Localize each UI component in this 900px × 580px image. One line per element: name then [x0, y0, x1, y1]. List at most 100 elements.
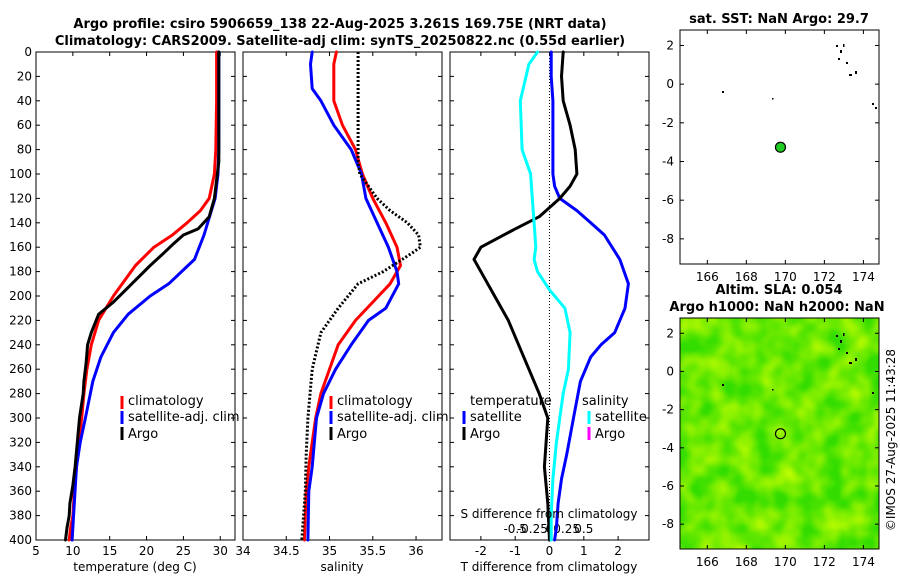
legend-label-argo: Argo [128, 427, 158, 442]
xtick-label: 0 [546, 544, 554, 558]
legend-label-s-satellite: satellite [595, 410, 647, 425]
title-line-1: Argo profile: csiro 5906659_138 22-Aug-2… [73, 17, 606, 32]
s-tick-label: -0.5 [503, 522, 526, 536]
sst-map-plot: 166 168 170 172 174 -8 -6 -4 -2 0 2 [662, 30, 879, 284]
series-satellite-adj-clim [306, 50, 401, 542]
xtick-label: 172 [813, 270, 836, 284]
s-difference-label: S difference from climatology [461, 507, 638, 521]
ytick-label: 260 [9, 362, 32, 376]
ytick-label: 180 [9, 265, 32, 279]
xtick-label: 166 [696, 555, 719, 569]
xtick-label: 35.5 [359, 544, 386, 558]
sla-map-title-2: Argo h1000: NaN h2000: NaN [669, 300, 884, 315]
series-s-satellite [518, 50, 572, 542]
ytick-label: 100 [9, 167, 32, 181]
legend-label-t-argo: Argo [470, 427, 500, 442]
xtick-label: 170 [774, 270, 797, 284]
ytick-label: 0 [24, 45, 32, 59]
difference-plot: -2 -1 0 1 2-0.5-0.250 0.250.5 [450, 50, 649, 558]
ytick-label: 320 [9, 435, 32, 449]
ytick-label: -4 [662, 155, 674, 169]
difference-xlabel: T difference from climatology [460, 560, 638, 574]
xtick-label: 168 [735, 555, 758, 569]
ytick-label: 240 [9, 338, 32, 352]
ytick-label: -2 [662, 116, 674, 130]
ytick-label: 0 [666, 77, 674, 91]
ytick-label: 300 [9, 411, 32, 425]
legend-label-climatology: climatology [128, 394, 204, 409]
ytick-label: 380 [9, 509, 32, 523]
coastline-dots [722, 44, 877, 109]
credit-text: ©IMOS 27-Aug-2025 11:43:28 [884, 349, 898, 531]
xtick-label: 170 [774, 555, 797, 569]
sla-map-plot: 166 168 170 172 174 -8 -6 -4 -2 0 2 [662, 318, 879, 569]
ytick-label: -6 [662, 193, 674, 207]
ytick-label: 220 [9, 313, 32, 327]
sst-map-title: sat. SST: NaN Argo: 29.7 [689, 12, 869, 27]
series-climatology [67, 50, 219, 542]
ytick-label: -2 [662, 403, 674, 417]
ytick-label: 20 [17, 69, 32, 83]
sla-map-axes [679, 317, 880, 550]
ytick-label: 200 [9, 289, 32, 303]
xtick-label: 30 [213, 544, 228, 558]
ytick-label: 280 [9, 387, 32, 401]
legend-title-salinity: salinity [582, 394, 629, 409]
ytick-label: -4 [662, 441, 674, 455]
legend-label-argo: Argo [337, 427, 367, 442]
legend-label-climatology: climatology [337, 394, 413, 409]
ytick-label: -8 [662, 517, 674, 531]
ytick-label: 400 [9, 533, 32, 547]
series-t-argo [472, 50, 579, 542]
xtick-label: 174 [852, 270, 875, 284]
xtick-label: 15 [102, 544, 117, 558]
series-climatology [302, 50, 402, 542]
xtick-label: 10 [65, 544, 80, 558]
series-argo [300, 52, 422, 541]
salinity-xlabel: salinity [320, 560, 363, 574]
ytick-label: 80 [17, 143, 32, 157]
ytick-label: 2 [666, 326, 674, 340]
temperature-legend: climatology satellite-adj. clim Argo [120, 394, 240, 442]
temperature-plot: 0 20 40 60 80 100 120 140 160 180 200 220 240 260 280 3… [9, 45, 235, 558]
ytick-label: 360 [9, 484, 32, 498]
legend-label-satellite: satellite-adj. clim [337, 410, 449, 425]
xtick-label: 35 [322, 544, 337, 558]
series-satellite-adj-clim [70, 50, 221, 542]
s-tick-label: 0.5 [574, 522, 593, 536]
xtick-label: 166 [696, 270, 719, 284]
s-tick-label: -0.25 [517, 522, 548, 536]
series-argo [64, 50, 221, 542]
legend-label-satellite: satellite-adj. clim [128, 410, 240, 425]
xtick-label: 34 [235, 544, 250, 558]
legend-label-s-argo: Argo [595, 427, 625, 442]
sla-heatmap-texture [680, 318, 879, 549]
xtick-label: -2 [475, 544, 487, 558]
title-line-2: Climatology: CARS2009. Satellite-adj cli… [55, 34, 625, 49]
series-t-satellite [549, 50, 630, 542]
ytick-label: 40 [17, 94, 32, 108]
legend-label-t-satellite: satellite [470, 410, 522, 425]
xtick-label: 36 [408, 544, 423, 558]
difference-legend: temperature satellite Argo salinity sate… [462, 394, 647, 442]
ytick-label: 160 [9, 240, 32, 254]
xtick-label: 5 [32, 544, 40, 558]
float-position-marker [774, 141, 787, 153]
sla-map-title-1: Altim. SLA: 0.054 [716, 283, 843, 298]
xtick-label: 172 [813, 555, 836, 569]
sst-map-axes [679, 29, 880, 265]
salinity-plot: 34 34.5 35 35.5 36 [235, 50, 442, 558]
xtick-label: 20 [139, 544, 154, 558]
xtick-label: -1 [509, 544, 521, 558]
ytick-label: 2 [666, 38, 674, 52]
temperature-axes [35, 51, 236, 541]
xtick-label: 168 [735, 270, 758, 284]
xtick-label: 2 [614, 544, 622, 558]
s-tick-label: 0.25 [553, 522, 580, 536]
xtick-label: 174 [852, 555, 875, 569]
legend-title-temperature: temperature [470, 394, 552, 409]
temperature-xlabel: temperature (deg C) [73, 560, 196, 574]
ytick-label: 0 [666, 364, 674, 378]
ytick-label: -8 [662, 232, 674, 246]
